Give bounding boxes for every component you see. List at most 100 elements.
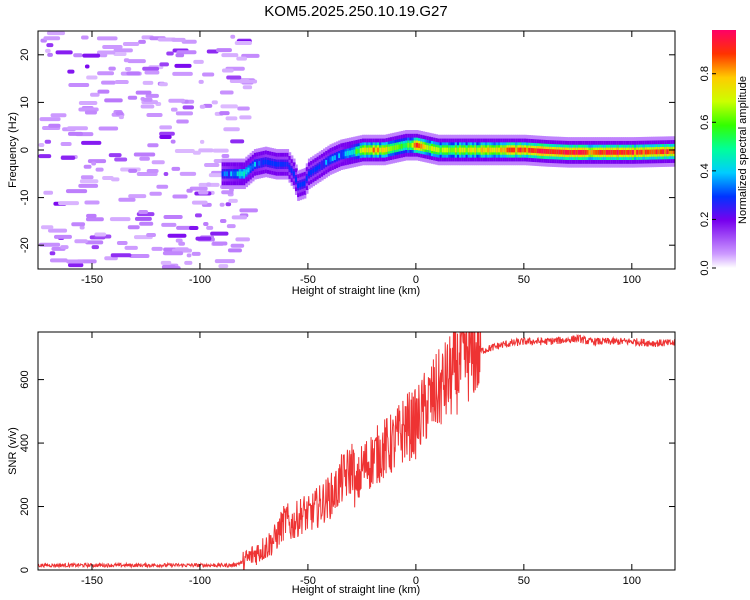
ridge-cell [662, 149, 665, 155]
noise-cell [78, 101, 98, 106]
ridge-cell [368, 147, 372, 153]
noise-cell [68, 83, 90, 88]
ridge-cell [478, 147, 482, 153]
ridge-cell [243, 171, 246, 177]
noise-cell [114, 157, 128, 162]
noise-cell [65, 189, 88, 194]
ridge-cell [275, 161, 279, 167]
ridge-cell [236, 171, 240, 177]
ridge-cell [504, 147, 508, 153]
noise-cell [90, 92, 100, 97]
noise-cell [66, 259, 84, 264]
ridge-cell [664, 149, 667, 155]
noise-cell [50, 113, 67, 118]
ridge-cell [523, 147, 527, 153]
noise-cell [221, 154, 230, 159]
noise-cell [127, 59, 146, 64]
noise-cell [38, 154, 52, 159]
noise-cell [87, 159, 107, 164]
noise-cell [159, 135, 172, 140]
noise-cell [60, 245, 69, 250]
ridge-cell [562, 149, 566, 155]
ridge-cell [590, 150, 594, 155]
snr-frame [37, 331, 676, 571]
noise-cell [221, 68, 234, 73]
noise-cell [172, 194, 188, 199]
ridge-cell [346, 150, 350, 156]
ridge-cell [333, 155, 337, 160]
ridge-cell [284, 161, 287, 167]
ridge-cell [625, 150, 629, 155]
ridge-cell [240, 171, 244, 177]
ridge-cell [273, 161, 277, 167]
ridge-cell [435, 147, 439, 152]
ridge-cell [538, 148, 542, 154]
noise-cell [168, 98, 186, 103]
ridge-cell [530, 148, 534, 153]
ridge-cell [294, 177, 298, 183]
noise-cell [189, 186, 208, 191]
ridge-cell [456, 147, 460, 153]
spectrogram-y-tick-label: -10 [19, 190, 31, 206]
ridge-cell [584, 150, 588, 155]
ridge-cell [560, 149, 564, 155]
noise-cell [115, 111, 124, 116]
noise-cell [86, 75, 98, 80]
noise-cell [198, 190, 209, 195]
noise-cell [239, 208, 258, 213]
ridge-cell [351, 150, 354, 155]
noise-cell [166, 51, 174, 56]
ridge-cell [601, 150, 605, 155]
ridge-cell [577, 150, 581, 155]
noise-cell [81, 35, 89, 40]
noise-cell [146, 169, 159, 174]
snr-y-ticks: 0 200 400 600 [19, 370, 675, 573]
ridge-cell [612, 150, 616, 155]
noise-cell [102, 44, 123, 49]
noise-cell [225, 202, 232, 207]
ridge-cell [383, 147, 387, 153]
noise-cell [97, 89, 110, 94]
spectrogram-y-tick-label: 20 [19, 49, 31, 61]
noise-cell [108, 66, 116, 71]
ridge-cell [407, 142, 411, 148]
noise-cell [170, 139, 176, 144]
ridge-cell [353, 149, 357, 155]
ridge-cell [547, 149, 551, 154]
ridge-cell [355, 149, 359, 154]
noise-cell [46, 31, 66, 36]
noise-cell [48, 123, 61, 128]
ridge-cell [247, 167, 251, 173]
spectrogram-x-tick-label: -50 [300, 274, 316, 286]
ridge-cell [517, 147, 521, 153]
spectrogram-x-tick-label: 0 [413, 274, 419, 286]
noise-cell [94, 232, 107, 237]
noise-cell [84, 110, 98, 115]
noise-cell [67, 126, 88, 131]
noise-cell [212, 241, 228, 246]
noise-cell [237, 106, 250, 111]
noise-cell [194, 213, 202, 218]
noise-cell [175, 111, 194, 116]
ridge-cell [379, 147, 382, 153]
noise-cell [146, 232, 156, 237]
ridge-cell [405, 142, 408, 148]
noise-cell [176, 119, 189, 124]
ridge-cell [398, 144, 402, 150]
noise-cell [242, 85, 253, 90]
noise-cell [138, 210, 149, 215]
ridge-cell [616, 150, 620, 155]
noise-cell [182, 105, 194, 110]
noise-cell [230, 34, 236, 39]
ridge-cell [597, 150, 601, 155]
noise-cell [136, 172, 158, 177]
noise-cell [38, 242, 61, 247]
noise-cell [138, 39, 146, 44]
noise-cell [127, 95, 138, 100]
snr-x-tick-label: -100 [189, 575, 211, 587]
ridge-cell [461, 147, 464, 153]
ridge-cell [389, 146, 393, 151]
noise-cell [134, 216, 152, 221]
noise-cell [174, 63, 192, 68]
noise-cell [108, 153, 122, 158]
